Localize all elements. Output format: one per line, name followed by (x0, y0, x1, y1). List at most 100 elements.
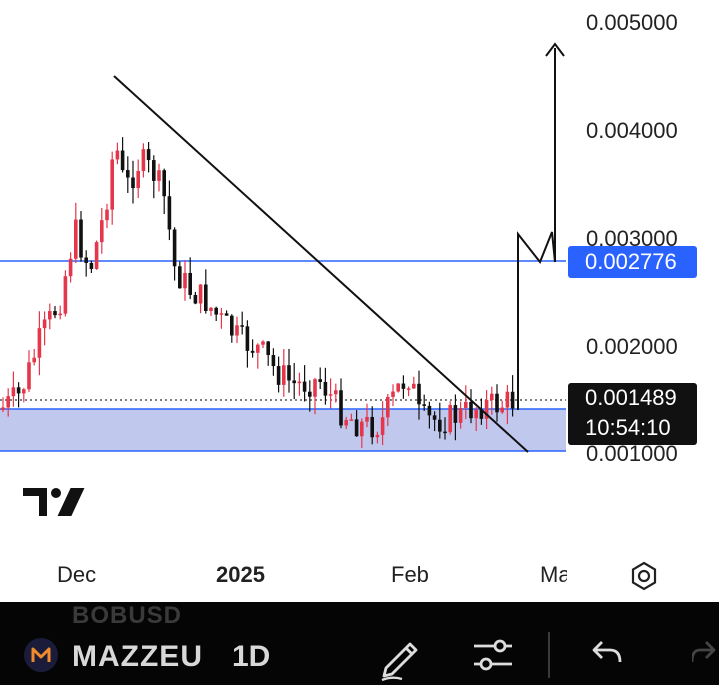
candle-body (261, 341, 265, 345)
candle-body (141, 149, 146, 172)
candle-body (32, 357, 36, 363)
candle-body (115, 150, 120, 160)
candle-body (474, 409, 478, 419)
candle-body (406, 388, 411, 390)
candle-body (505, 391, 510, 408)
candle-body (188, 272, 192, 295)
countdown: 10:54:10 (585, 415, 671, 440)
candle-body (89, 262, 94, 269)
candle-body (484, 400, 489, 419)
mazze-logo[interactable] (24, 638, 58, 672)
candle-body (105, 209, 109, 221)
candle-body (354, 419, 359, 437)
current-price: 0.001489 (585, 385, 677, 410)
settings-icon[interactable] (628, 560, 660, 592)
candle-body (250, 350, 255, 353)
date-tick: 2025 (216, 562, 265, 587)
candle-body (448, 405, 452, 433)
candle-body (271, 355, 276, 367)
candle-body (479, 409, 484, 419)
undo-icon[interactable] (590, 632, 624, 672)
date-tick: Ma (540, 562, 567, 587)
candle-body (37, 328, 42, 358)
sliders-icon[interactable] (470, 632, 516, 678)
candle-body (375, 434, 380, 438)
candle-body (209, 307, 213, 311)
candle-body (464, 401, 468, 408)
candle-body (63, 276, 68, 314)
candle-body (162, 170, 166, 197)
candle-body (48, 311, 52, 320)
candle-body (224, 313, 229, 316)
price-chart[interactable] (0, 0, 719, 600)
candle-body (308, 391, 312, 397)
candle-body (469, 401, 473, 419)
toolbar-divider (548, 632, 550, 678)
candle-body (453, 405, 458, 423)
price-tick: 0.002000 (586, 334, 678, 359)
candle-body (42, 319, 47, 329)
candle-body (136, 171, 140, 189)
candle-body (302, 381, 307, 392)
candle-body (323, 381, 328, 396)
candle-body (432, 415, 437, 420)
candle-body (334, 390, 338, 395)
tradingview-logo (21, 486, 88, 518)
candle-body (266, 341, 270, 356)
redo-icon[interactable] (692, 632, 719, 672)
candle-body (193, 294, 198, 304)
candle-body (344, 419, 348, 426)
candle-body (443, 431, 447, 434)
trendline[interactable] (113, 75, 529, 453)
candle-body (245, 326, 250, 351)
candle-body (235, 325, 239, 336)
candle-body (204, 284, 208, 311)
date-tick: Dec (57, 562, 97, 587)
symbol-name[interactable]: MAZZEU (72, 640, 203, 673)
candle-body (438, 419, 442, 432)
candle-body (256, 344, 260, 353)
candle-body (157, 170, 161, 181)
candle-body (510, 391, 515, 409)
candle-body (214, 307, 218, 315)
candle-body (292, 380, 296, 384)
candle-body (183, 272, 187, 289)
projection-path[interactable] (517, 48, 556, 410)
candle-body (282, 365, 286, 385)
candle-body (146, 149, 151, 161)
price-tick: 0.004000 (586, 118, 678, 143)
candle-body (380, 417, 385, 435)
candle-body (458, 407, 463, 423)
candle-body (22, 389, 26, 394)
candle-body (427, 405, 432, 416)
candle-body (401, 383, 406, 389)
candle-body (6, 396, 10, 408)
candle-body (313, 379, 317, 397)
candle-body (58, 313, 62, 316)
candle-body (219, 313, 224, 315)
candle-body (126, 170, 130, 178)
candle-body (68, 258, 73, 277)
candle-body (94, 242, 99, 269)
interval-button[interactable]: 1D (232, 640, 271, 673)
candle-body (172, 229, 177, 267)
candle-body (318, 379, 322, 382)
candle-body (339, 390, 343, 426)
pencil-icon[interactable] (378, 632, 422, 682)
price-tick: 0.005000 (586, 10, 678, 35)
candle-body (360, 421, 364, 437)
candle-body (53, 311, 57, 316)
candle-body (240, 325, 244, 327)
candle-body (110, 159, 114, 210)
candle-body (386, 396, 390, 418)
candle-body (84, 257, 88, 263)
candle-body (230, 315, 234, 336)
candle-body (11, 387, 16, 397)
highlight-price-label[interactable]: 0.002776 (568, 246, 697, 278)
date-tick: Feb (391, 562, 429, 587)
candle-body (391, 391, 395, 397)
candle-body (16, 387, 21, 394)
chart-area[interactable]: 0.005000 0.004000 0.003000 0.002000 0.00… (0, 0, 719, 600)
candle-body (167, 196, 172, 230)
candle-body (422, 404, 426, 406)
